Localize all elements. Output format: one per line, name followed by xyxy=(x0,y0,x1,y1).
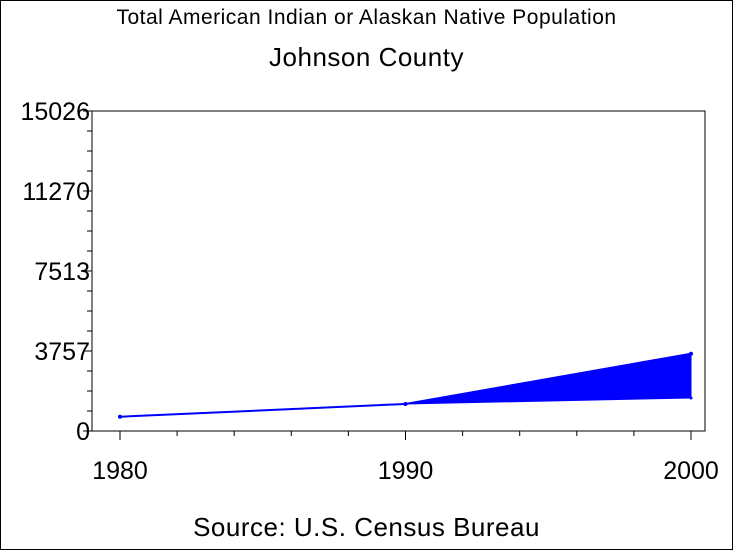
band-lower-point xyxy=(689,396,693,400)
y-tick-label: 15026 xyxy=(20,98,90,126)
y-tick-label: 3757 xyxy=(34,338,90,366)
x-tick-label: 1980 xyxy=(92,457,148,485)
chart-subtitle: Johnson County xyxy=(269,42,464,72)
y-tick-label: 7513 xyxy=(34,258,90,286)
x-tick-label: 2000 xyxy=(663,457,719,485)
source-note: Source: U.S. Census Bureau xyxy=(193,512,540,542)
y-tick-label: 11270 xyxy=(22,178,90,206)
series-point xyxy=(118,414,122,419)
chart-title: Total American Indian or Alaskan Native … xyxy=(116,6,617,29)
x-tick-label: 1990 xyxy=(378,457,434,485)
series-point xyxy=(689,351,693,356)
y-tick-label: 0 xyxy=(76,418,90,446)
series-point xyxy=(403,401,408,406)
